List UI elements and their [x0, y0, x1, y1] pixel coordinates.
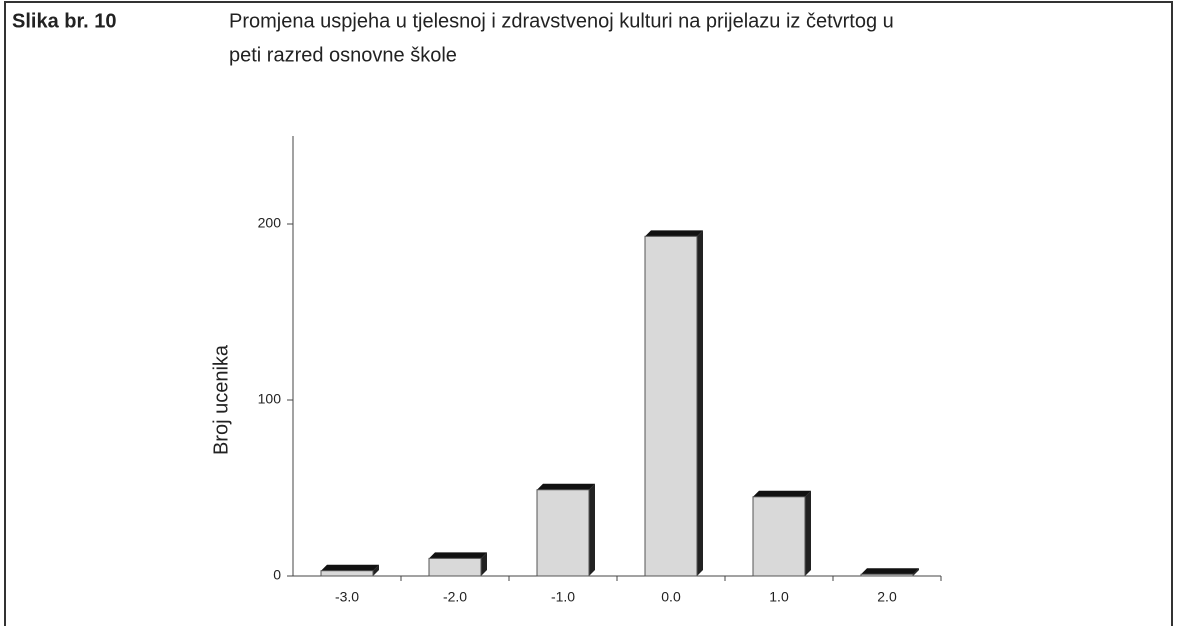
bar: [644, 235, 698, 577]
frame: [4, 1, 1173, 626]
bar-side: [481, 552, 487, 576]
bar-side: [913, 568, 919, 576]
x-tick-label: 2.0: [877, 589, 897, 605]
bar: [752, 496, 806, 577]
x-tick-label: 1.0: [769, 589, 789, 605]
bar-side: [697, 230, 703, 576]
bar-side: [373, 564, 379, 576]
y-tick-label: 0: [273, 567, 281, 583]
bar: [320, 570, 374, 577]
bar: [428, 557, 482, 577]
y-tick-label: 200: [258, 215, 282, 231]
title-line: Promjena uspjeha u tjelesnoj i zdravstve…: [229, 10, 894, 32]
bar-side: [805, 490, 811, 576]
bar: [536, 489, 590, 577]
x-tick-label: -3.0: [335, 589, 359, 605]
bar-top: [861, 568, 919, 575]
y-axis-label: Broj ucenika: [210, 344, 232, 455]
y-tick-label: 100: [258, 391, 282, 407]
bar-top: [645, 230, 703, 237]
bar-top: [537, 483, 595, 490]
bar-top: [321, 564, 379, 571]
bar-top: [753, 490, 811, 497]
figure-label: Slika br. 10: [12, 10, 117, 32]
x-tick-label: -2.0: [443, 589, 467, 605]
x-tick-label: -1.0: [551, 589, 575, 605]
x-tick-label: 0.0: [661, 589, 681, 605]
bar-side: [589, 483, 595, 576]
bar-top: [429, 552, 487, 559]
bar: [860, 573, 914, 577]
title-line: peti razred osnovne škole: [229, 44, 457, 66]
